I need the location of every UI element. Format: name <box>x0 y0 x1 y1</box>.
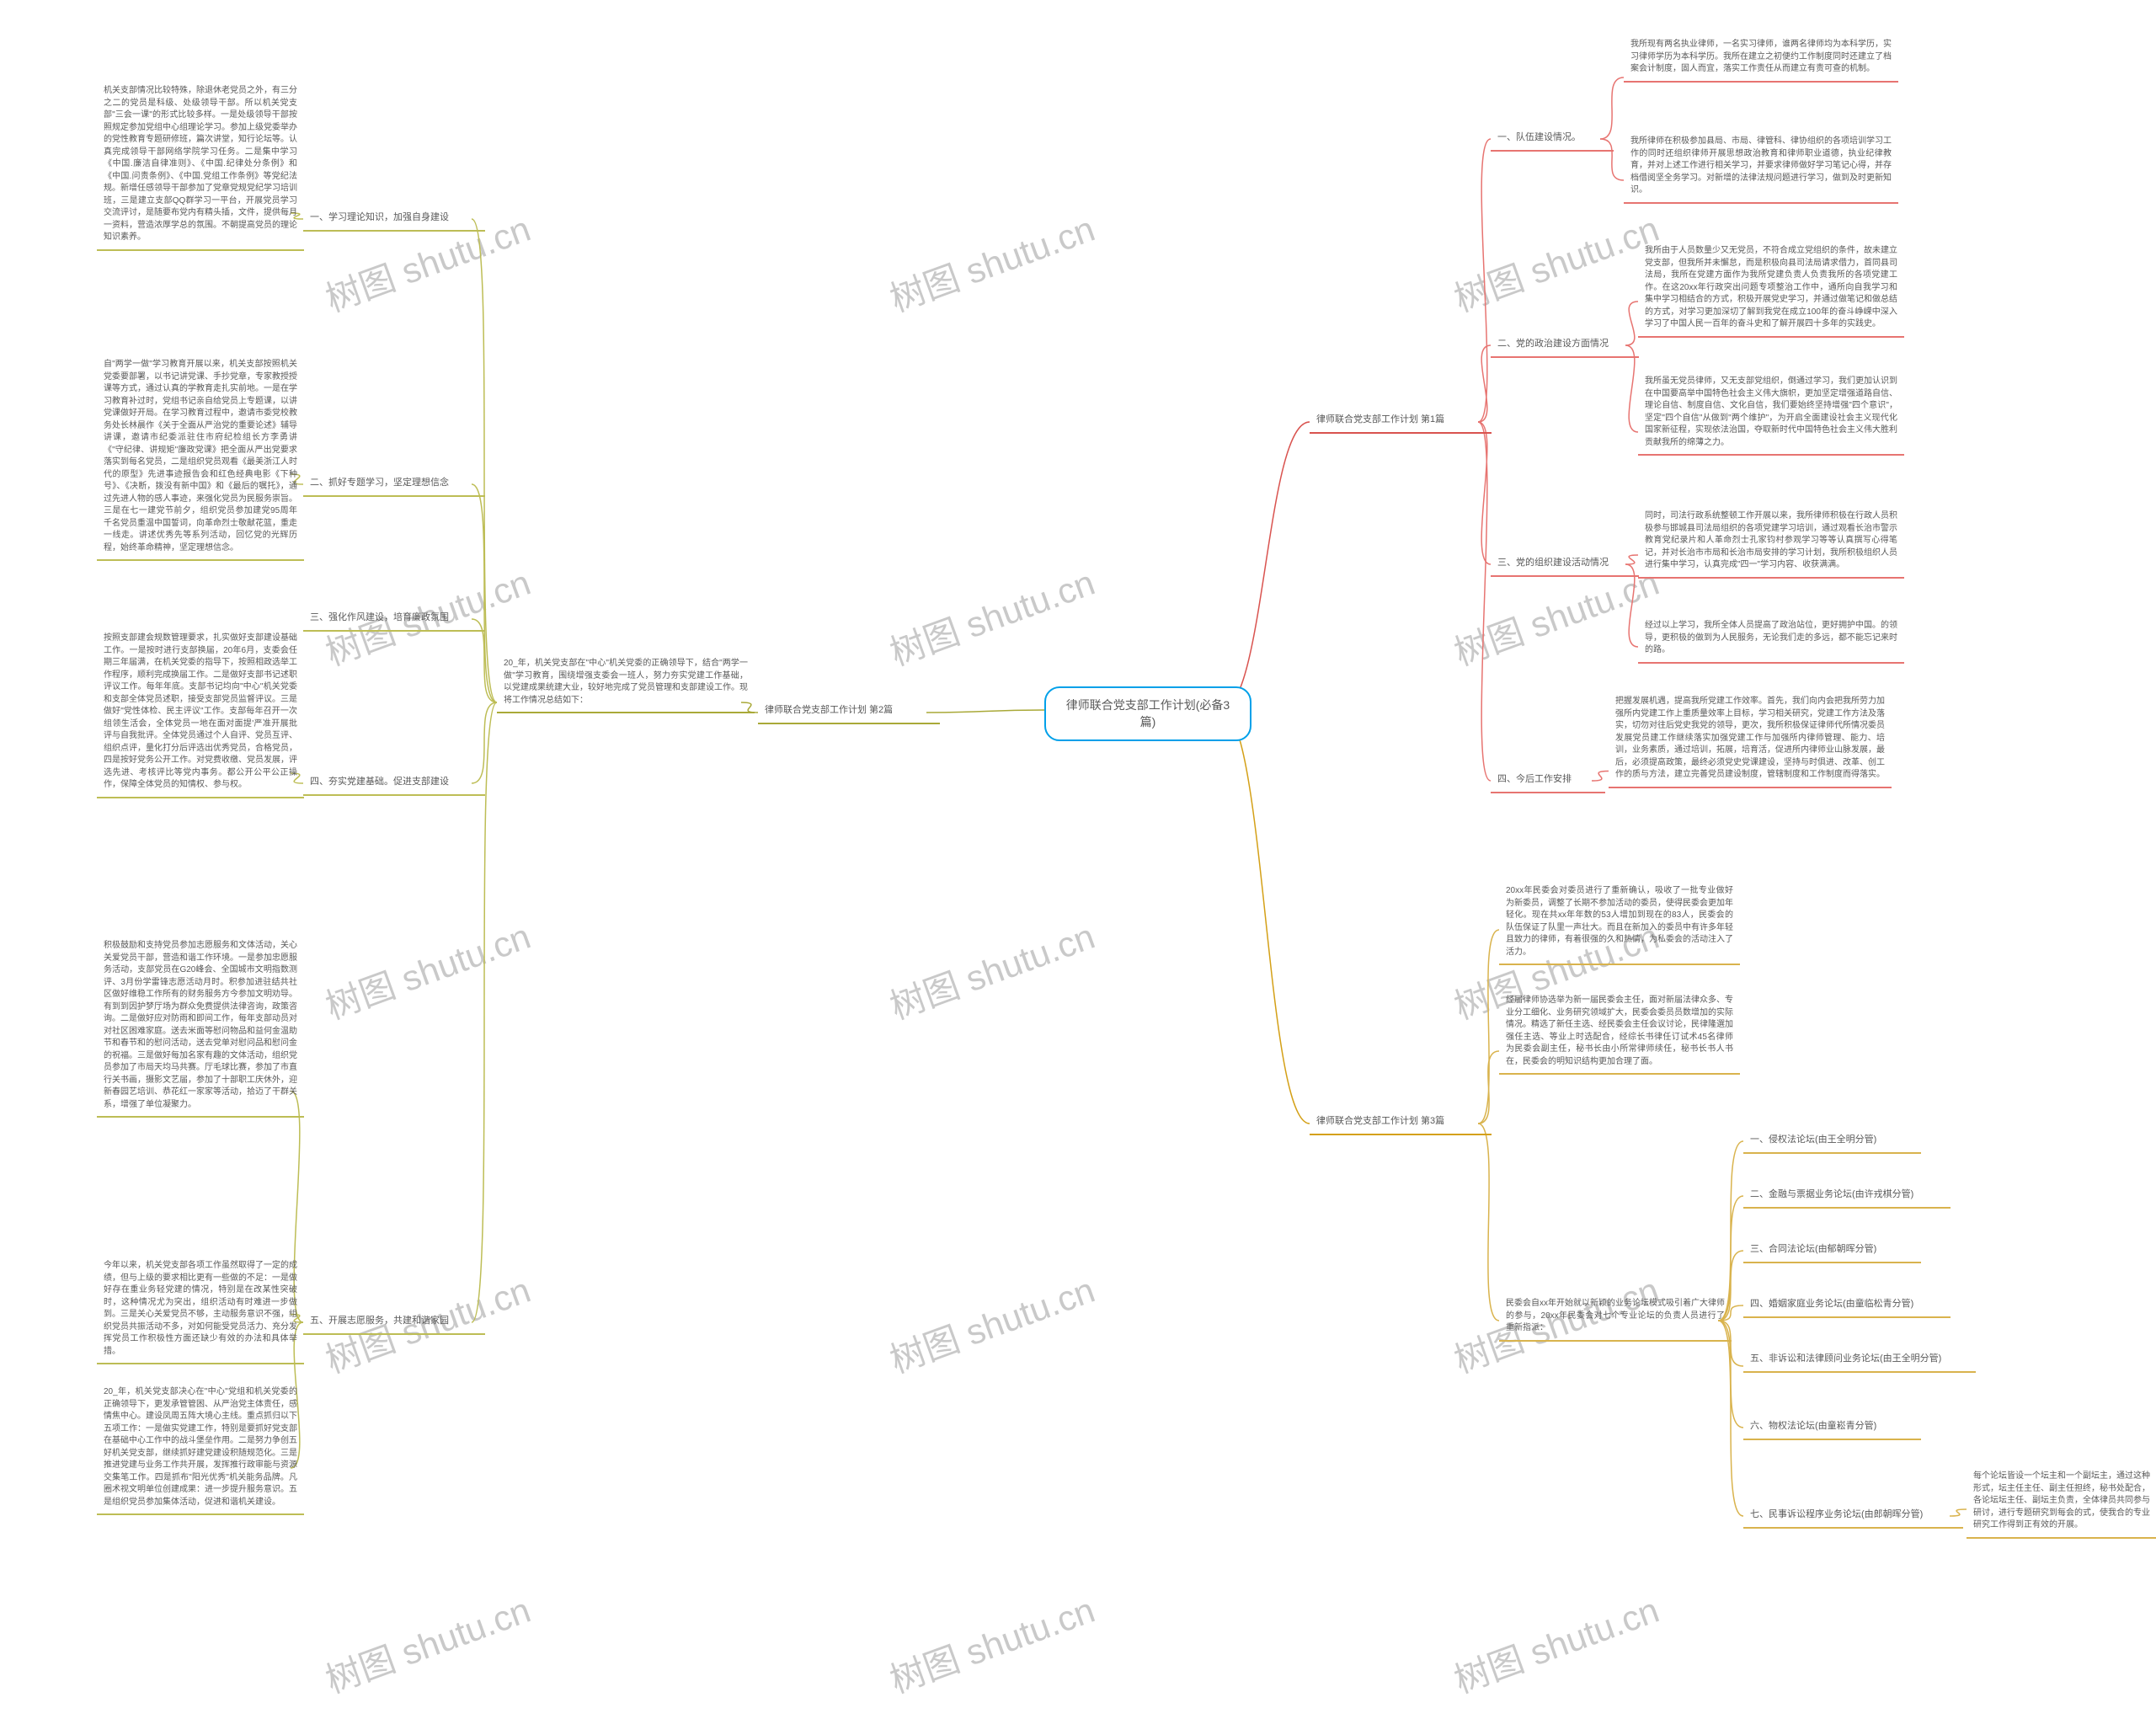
b1c2l2: 我所虽无党员律师，又无支部党组织，倒通过学习，我们更加认识到在中国要高举中国特色… <box>1638 371 1904 456</box>
b1c3l2: 经过以上学习，我所全体人员提高了政治站位，更好拥护中国。的领导，更积极的做到为人… <box>1638 615 1904 664</box>
b1c1l2: 我所律师在积极参加县局、市局、律管科、律协组织的各项培训学习工作的同时还组织律师… <box>1624 131 1898 204</box>
b2c2: 二、抓好专题学习，坚定理想信念 <box>303 472 485 497</box>
b1c3l1: 同时，司法行政系统整顿工作开展以来，我所律师积极在行政人员积极参与邯城县司法局组… <box>1638 505 1904 579</box>
b2c3: 三、强化作风建设，培育廉政氛围 <box>303 606 485 632</box>
b2c1: 一、学习理论知识，加强自身建设 <box>303 206 485 232</box>
b1c4l1: 把握发展机遇，提高我所党建工作效率。首先，我们向内会把我所劳力加强所内党建工作上… <box>1609 691 1892 788</box>
b3c5: 五、非诉讼和法律顾问业务论坛(由王全明分管) <box>1743 1348 1976 1373</box>
b3c4: 四、婚姻家庭业务论坛(由童临松青分管) <box>1743 1293 1951 1318</box>
b2c5: 五、开展志愿服务，共建和谐家园 <box>303 1310 485 1335</box>
b1c1l1: 我所现有两名执业律师，一名实习律师，谁两名律师均为本科学历，实习律师学历为本科学… <box>1624 34 1898 83</box>
b3c7l1: 每个论坛皆设一个坛主和一个副坛主，通过这种形式，坛主任主任、副主任担终，秘书处配… <box>1967 1465 2156 1539</box>
b1: 律师联合党支部工作计划 第1篇 <box>1310 408 1492 434</box>
b3: 律师联合党支部工作计划 第3篇 <box>1310 1110 1492 1135</box>
b1c3: 三、党的组织建设活动情况 <box>1491 552 1639 577</box>
b2c5l2: 今年以来，机关党支部各项工作虽然取得了一定的成绩，但与上级的要求相比更有一些做的… <box>97 1255 304 1364</box>
b2c4l1: 按照支部建会规数管理要求，扎实做好支部建设基础工作。一是按时进行支部换届，20年… <box>97 627 304 798</box>
b2c5l1: 积极鼓励和支持党员参加志愿服务和文体活动，关心关爱党员干部，营造和谐工作环境。一… <box>97 935 304 1118</box>
root: 律师联合党支部工作计划(必备3篇) <box>1044 686 1251 741</box>
b3h: 民委会自xx年开始就以新颖的业务论坛模式吸引着广大律师的参与，20xx年民委会对… <box>1499 1293 1732 1342</box>
b1c4: 四、今后工作安排 <box>1491 768 1605 793</box>
b1c2l1: 我所由于人员数量少又无党员，不符合成立党组织的条件，故未建立党支部，但我所并未懈… <box>1638 240 1904 338</box>
b2c4: 四、夯实党建基础。促进支部建设 <box>303 771 485 796</box>
b3c2: 二、金融与票据业务论坛(由许戎棋分管) <box>1743 1183 1951 1209</box>
b2c5l3: 20_年，机关党支部决心在"中心"党组和机关党委的正确领导下，更发承管管困、从严… <box>97 1381 304 1515</box>
b3p2: 经届律师协选举为新一届民委会主任，面对新届法律众多、专业分工细化、业务研究领域扩… <box>1499 990 1740 1075</box>
b3p1: 20xx年民委会对委员进行了重新确认，吸收了一批专业做好为新委员，调整了长期不参… <box>1499 880 1740 965</box>
b3c6: 六、物权法论坛(由童崧青分管) <box>1743 1415 1921 1440</box>
b1c2: 二、党的政治建设方面情况 <box>1491 333 1639 358</box>
b2: 律师联合党支部工作计划 第2篇 <box>758 699 940 724</box>
b3c7: 七、民事诉讼程序业务论坛(由郎朝晖分管) <box>1743 1503 1963 1529</box>
b2c2l1: 自"两学一做"学习教育开展以来，机关支部按照机关党委要部署，以书记讲党课、手抄党… <box>97 354 304 561</box>
b3c3: 三、合同法论坛(由郁朝晖分管) <box>1743 1238 1921 1263</box>
b2pre: 20_年，机关党支部在"中心"机关党委的正确领导下，结合"两学一做"学习教育，围… <box>497 653 755 713</box>
b1c1: 一、队伍建设情况。 <box>1491 126 1614 152</box>
b2c1l1: 机关支部情况比较特殊，除退休老党员之外，有三分之二的党员是科级、处级领导干部。所… <box>97 80 304 251</box>
b3c1: 一、侵权法论坛(由王全明分管) <box>1743 1129 1921 1154</box>
